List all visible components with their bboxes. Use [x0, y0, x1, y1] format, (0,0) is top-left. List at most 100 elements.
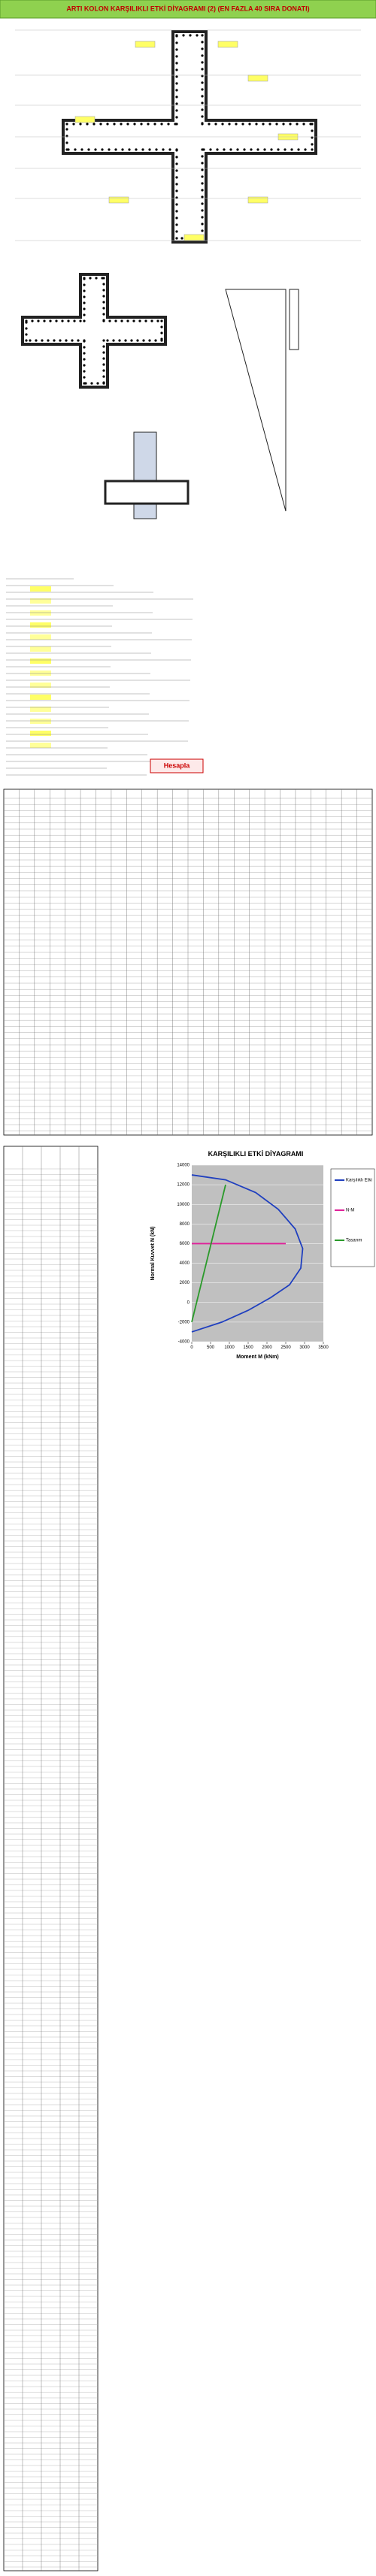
rebar [175, 216, 178, 219]
rebar [277, 148, 280, 151]
rebar [201, 182, 204, 185]
rebar [83, 358, 86, 361]
rebar [196, 34, 199, 37]
rebar [208, 123, 211, 126]
rebar [121, 148, 124, 151]
rebar [144, 319, 147, 322]
rebar [74, 148, 77, 151]
x-tick-label: 1500 [243, 1346, 253, 1350]
rebar [102, 313, 105, 316]
rebar [133, 123, 136, 126]
legend-box [330, 1168, 375, 1267]
input-cell [30, 670, 51, 676]
rebar [59, 339, 62, 342]
rebar [175, 55, 178, 58]
input-cell [30, 683, 51, 688]
rebar [124, 339, 127, 342]
rebar [175, 230, 178, 233]
rebar [175, 68, 178, 71]
rebar [236, 148, 239, 151]
rebar [83, 277, 86, 280]
calc-button[interactable] [150, 758, 204, 773]
rebar [99, 123, 102, 126]
input-cell [30, 622, 51, 628]
rebar [102, 289, 105, 292]
rebar [216, 148, 219, 151]
rebar [221, 123, 224, 126]
rebar [25, 333, 28, 336]
rebar [175, 95, 178, 98]
rebar [297, 148, 300, 151]
series-line [191, 1184, 226, 1323]
x-tick-label: 2000 [262, 1346, 272, 1350]
rebar [77, 339, 80, 342]
rebar [201, 88, 204, 91]
rebar [25, 327, 28, 330]
rebar [83, 382, 86, 385]
rebar [67, 319, 70, 322]
rebar [182, 34, 185, 37]
calc-button-label[interactable]: Hesapla [164, 761, 191, 769]
rebar [55, 319, 58, 322]
y-tick-label: 6000 [180, 1242, 190, 1246]
rebar [175, 203, 178, 206]
rebar [175, 169, 178, 172]
rebar [160, 319, 163, 322]
rebar [180, 237, 183, 240]
rebar [201, 61, 204, 64]
chart-title: KARŞILIKLI ETKİ DİYAGRAMI [208, 1150, 304, 1158]
rebar [201, 229, 204, 232]
points-table [3, 1146, 99, 2571]
rebar [201, 115, 204, 118]
rebar [83, 295, 86, 298]
rebar [201, 123, 204, 126]
rebar [189, 34, 192, 37]
rebar [175, 223, 178, 226]
rebar [83, 346, 86, 349]
rebar [228, 123, 231, 126]
rebar [41, 339, 44, 342]
rebar [282, 123, 285, 126]
rebar [175, 210, 178, 213]
rebar [167, 123, 170, 126]
legend-label: N-M [346, 1209, 354, 1213]
rebar [102, 295, 105, 298]
rebar [102, 357, 105, 360]
rebar [201, 162, 204, 165]
rebar [311, 129, 314, 132]
rebar [201, 101, 204, 104]
series-line [191, 1174, 304, 1333]
rebar [201, 81, 204, 84]
rebar [175, 183, 178, 186]
rebar [243, 148, 246, 151]
rebar [175, 41, 178, 44]
rebar [47, 339, 50, 342]
rebar [25, 339, 28, 342]
rebar [102, 351, 105, 354]
rebar [83, 339, 86, 342]
rebar [201, 47, 204, 50]
y-tick-label: 12000 [177, 1183, 190, 1188]
rebar [160, 331, 163, 334]
rebar [160, 339, 163, 342]
rebar [175, 109, 178, 112]
rebar [71, 339, 74, 342]
rebar [108, 148, 111, 151]
rebar [120, 123, 123, 126]
rebar [229, 148, 232, 151]
rebar [175, 89, 178, 92]
rebar [102, 307, 105, 310]
rebar [148, 339, 151, 342]
rebar [175, 75, 178, 78]
rebar [275, 123, 278, 126]
rebar [65, 148, 68, 151]
rebar [256, 148, 259, 151]
rebar [83, 283, 86, 286]
rebar [142, 339, 145, 342]
rebar [112, 339, 115, 342]
input-label [74, 116, 96, 123]
input-cell [30, 646, 51, 652]
rebar [175, 48, 178, 51]
